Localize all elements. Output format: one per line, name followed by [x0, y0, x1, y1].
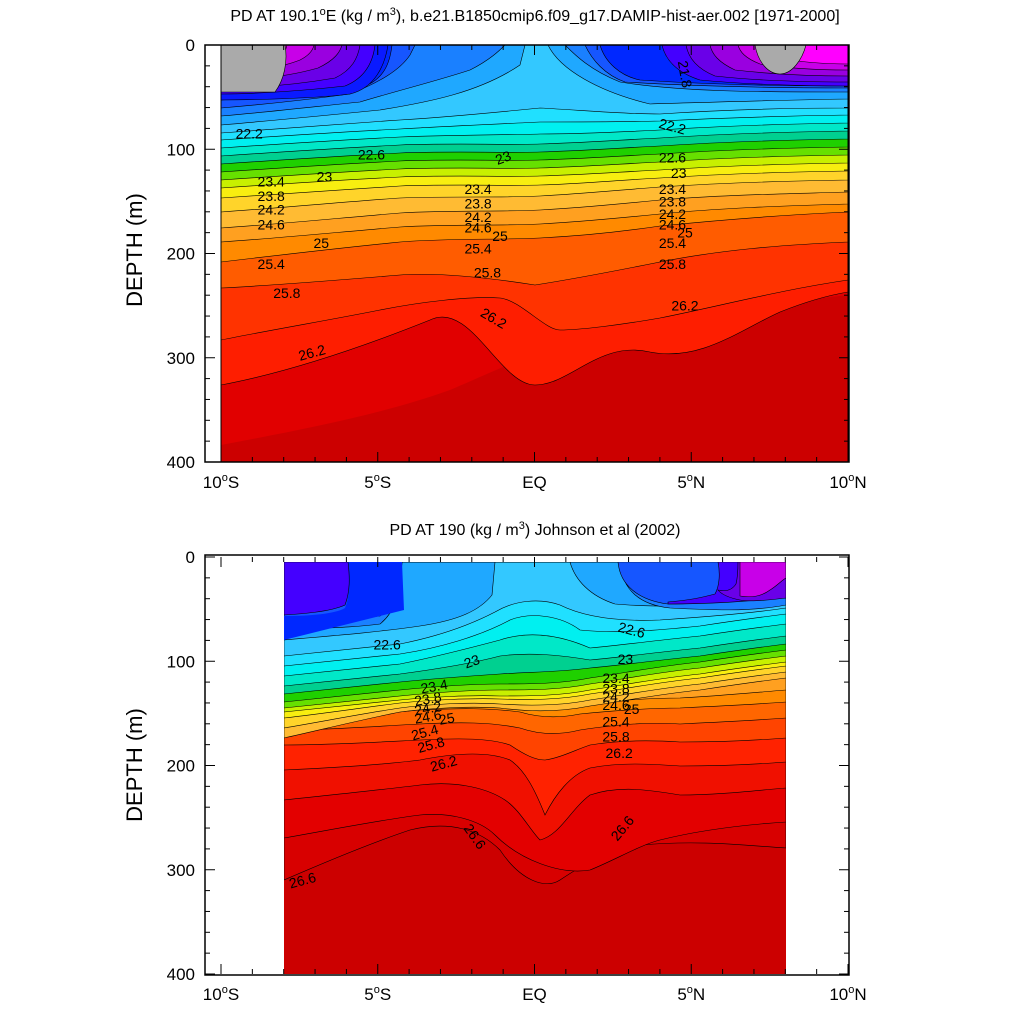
y-tick-label: 100 — [167, 140, 195, 159]
contour-label: 25 — [492, 228, 508, 244]
contour-label: 24.6 — [258, 216, 285, 232]
contour-label: 22.6 — [358, 146, 385, 162]
top-contour-labels: 21.822.222.6 232323.423.824.224.62525.425… — [236, 59, 699, 363]
contour-label: 26.2 — [297, 341, 328, 364]
contour-label: 25.8 — [602, 728, 629, 744]
contour-label: 26.2 — [606, 745, 633, 761]
bottom-chart-title: PD AT 190 (kg / m3) Johnson et al (2002) — [389, 520, 680, 539]
contour-label: 24.6 — [464, 219, 491, 235]
contour-label: 25.8 — [474, 264, 501, 280]
contour-label: 22.2 — [236, 126, 263, 142]
y-tick-label: 400 — [167, 453, 195, 472]
contour-label: 24.2 — [659, 206, 686, 222]
contour-label: 23.8 — [602, 680, 629, 696]
contour-label: 23.4 — [602, 670, 629, 686]
contour-label: 25 — [677, 225, 693, 241]
x-tick-label: 10oN — [829, 984, 866, 1004]
x-tick-label: 5oN — [677, 984, 705, 1004]
contour-label: 25.8 — [659, 256, 686, 272]
x-tick-label: 10oN — [829, 472, 866, 492]
contour-label: 25.4 — [258, 256, 285, 272]
y-tick-label: 100 — [167, 652, 195, 671]
contour-label: 25 — [438, 709, 456, 727]
bottom-y-axis-label: DEPTH (m) — [122, 708, 147, 822]
contour-label: 23 — [618, 651, 634, 667]
top-chart-title: PD AT 190.1oE (kg / m3), b.e21.B1850cmip… — [230, 6, 839, 25]
contour-label: 23.8 — [659, 193, 686, 209]
contour-label: 23.4 — [659, 181, 686, 197]
contour-label: 25 — [624, 701, 640, 717]
contour-label: 22.2 — [657, 115, 688, 138]
top-contour-field — [221, 45, 848, 462]
y-tick-label: 300 — [167, 861, 195, 880]
contour-label: 23 — [493, 147, 513, 167]
x-tick-label: EQ — [522, 985, 547, 1004]
contour-label: 23.8 — [413, 688, 443, 709]
contour-label: 25.4 — [659, 235, 686, 251]
contour-label: 26.6 — [287, 869, 318, 892]
y-tick-label: 0 — [186, 36, 195, 55]
x-tick-label: 10oS — [203, 984, 239, 1004]
x-tick-label: 5oS — [364, 984, 391, 1004]
contour-label: 24.6 — [602, 697, 629, 713]
contour-label: 25.8 — [416, 733, 447, 756]
contour-label: 23.8 — [258, 188, 285, 204]
contour-label: 21.8 — [675, 59, 696, 89]
contour-label: 23 — [671, 165, 687, 181]
contour-label: 22.6 — [374, 637, 401, 653]
contour-label: 25.8 — [273, 285, 300, 301]
contour-label: 25.4 — [602, 714, 629, 730]
contour-label: 24.2 — [258, 202, 285, 218]
top-y-axis-label: DEPTH (m) — [122, 193, 147, 307]
bottom-axes: 10oS 5oS EQ 5oN 10oN 0 100 200 300 400 — [167, 548, 867, 1004]
top-axes: 10oS 5oS EQ 5oN 10oN 0 100 200 300 400 — [167, 36, 867, 492]
contour-label: 24.6 — [659, 216, 686, 232]
contour-label: 25.4 — [410, 721, 441, 744]
contour-label: 23.4 — [258, 174, 285, 190]
contour-label: 22.6 — [616, 619, 647, 642]
bottom-panel: PD AT 190 (kg / m3) Johnson et al (2002) — [122, 520, 867, 1004]
contour-label: 22.6 — [659, 150, 686, 166]
bottom-contour-field — [284, 562, 786, 974]
contour-label: 25.4 — [464, 240, 491, 256]
contour-label: 24.2 — [464, 209, 491, 225]
x-tick-label: EQ — [522, 473, 547, 492]
y-tick-label: 200 — [167, 245, 195, 264]
contour-label: 26.2 — [428, 752, 459, 775]
y-tick-label: 200 — [167, 757, 195, 776]
y-tick-label: 400 — [167, 965, 195, 984]
contour-label: 23.8 — [464, 195, 491, 211]
contour-label: 23.4 — [419, 676, 449, 697]
y-tick-label: 300 — [167, 349, 195, 368]
contour-label: 26.2 — [671, 298, 698, 314]
contour-label: 24.2 — [413, 698, 443, 719]
x-tick-label: 10oS — [203, 472, 239, 492]
contour-label: 25 — [314, 235, 330, 251]
top-panel: PD AT 190.1oE (kg / m3), b.e21.B1850cmip… — [122, 6, 867, 492]
x-tick-label: 5oN — [677, 472, 705, 492]
contour-label: 23 — [317, 168, 333, 184]
x-tick-label: 5oS — [364, 472, 391, 492]
contour-label: 24.2 — [602, 689, 629, 705]
y-tick-label: 0 — [186, 548, 195, 567]
contour-label: 24.6 — [413, 706, 443, 727]
contour-label: 23 — [462, 651, 482, 671]
contour-label: 23.4 — [464, 181, 491, 197]
